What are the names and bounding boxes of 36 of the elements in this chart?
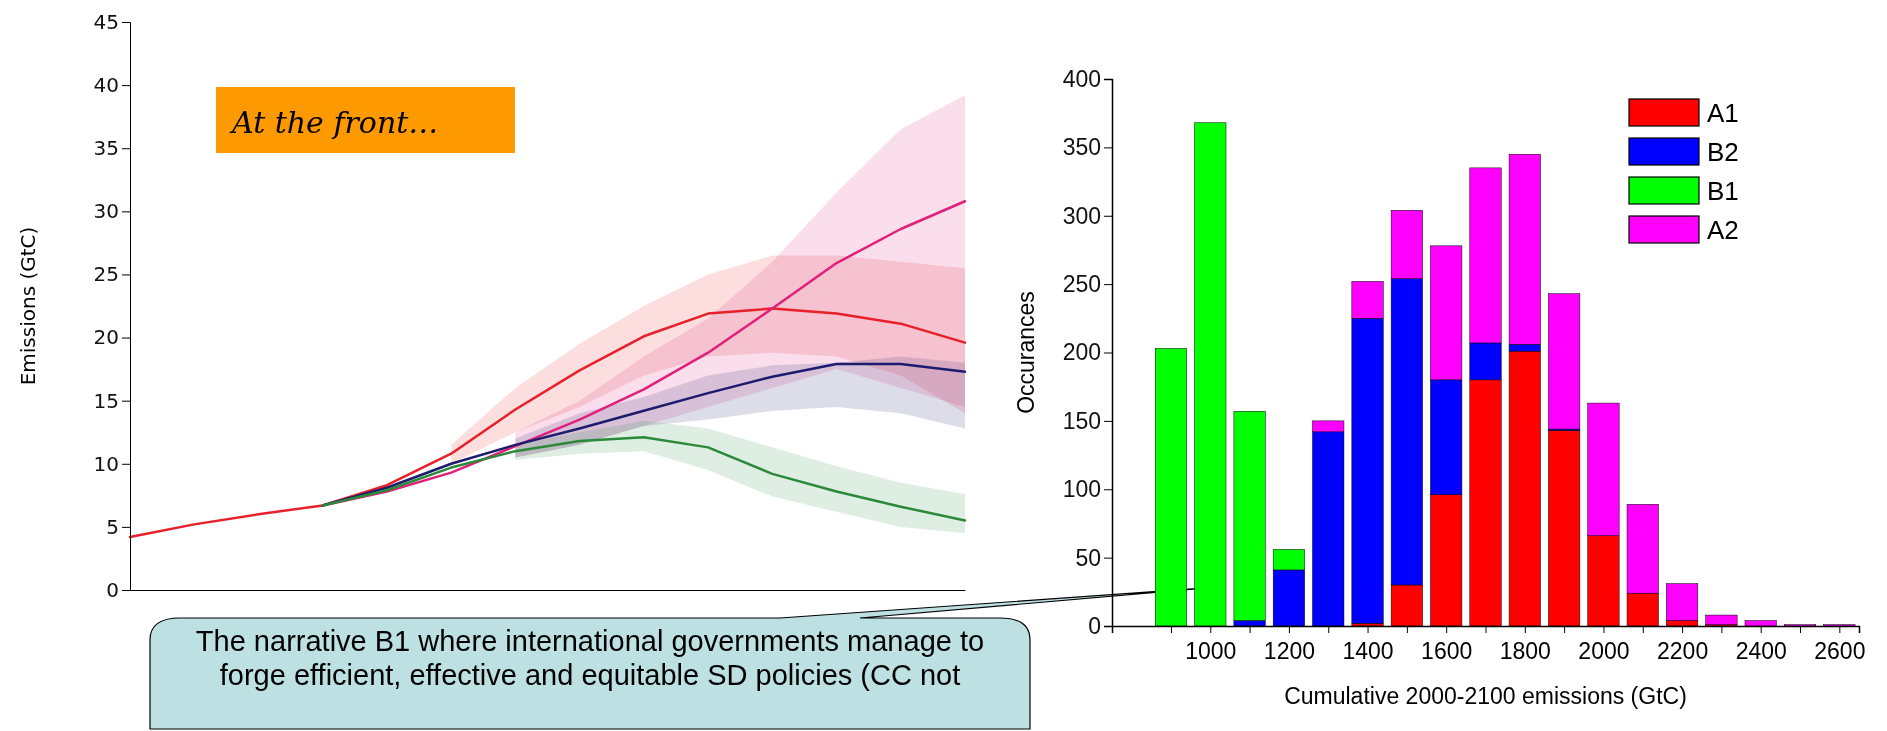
x-tick-label: 1200	[1263, 638, 1316, 664]
y-axis-title: Emissions (GtC)	[16, 226, 40, 386]
x-tick-label: 2000	[1578, 638, 1630, 664]
y-tick-label: 5	[106, 514, 119, 539]
legend-label: A1	[1707, 98, 1739, 128]
y-tick-label: 40	[93, 73, 119, 98]
y-tick-label: 35	[93, 136, 119, 161]
x-tick-label: 2600	[1814, 638, 1866, 664]
y-axis-title: Occurances	[1013, 291, 1039, 414]
y-tick-label: 10	[93, 451, 119, 476]
y-tick-label: 45	[93, 9, 119, 34]
x-tick-label: 2200	[1656, 638, 1709, 664]
y-tick-label: 400	[1062, 65, 1101, 92]
y-tick-label: 250	[1062, 270, 1101, 297]
y-tick-label: 20	[93, 325, 119, 350]
y-tick-label: 15	[93, 388, 119, 413]
x-axis-title: Cumulative 2000-2100 emissions (GtC)	[1284, 683, 1687, 709]
x-tick-label: 1600	[1421, 638, 1473, 664]
y-tick-label: 30	[93, 199, 119, 224]
legend-label: B1	[1707, 176, 1739, 206]
y-tick-label: 0	[106, 577, 119, 602]
y-tick-label: 200	[1062, 339, 1101, 366]
x-tick-label: 2400	[1735, 638, 1787, 664]
annotation: At the front…	[229, 105, 439, 140]
x-tick-label: 1800	[1499, 638, 1551, 664]
x-tick-label: 1000	[1185, 638, 1237, 664]
y-tick-label: 150	[1062, 407, 1101, 434]
y-tick-label: 300	[1062, 202, 1101, 229]
legend-label: B2	[1707, 137, 1739, 167]
y-tick-label: 100	[1062, 476, 1101, 503]
y-tick-label: 50	[1075, 544, 1101, 571]
legend-label: A2	[1707, 215, 1739, 245]
x-tick-label: 1400	[1342, 638, 1394, 664]
y-tick-label: 0	[1088, 612, 1101, 639]
y-tick-label: 25	[93, 262, 119, 287]
y-tick-label: 350	[1062, 134, 1101, 161]
